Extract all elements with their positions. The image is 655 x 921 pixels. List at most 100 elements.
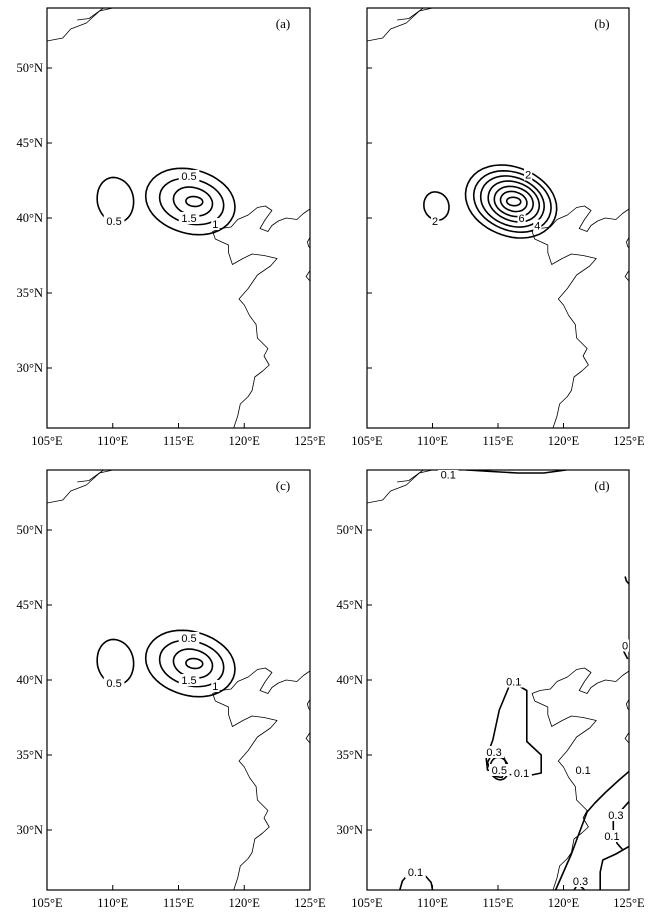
coastline-mainland [212, 667, 310, 890]
y-tick-label: 50°N [16, 523, 43, 537]
coastline-mainland [531, 667, 629, 890]
coastline-nw_inner [77, 8, 104, 21]
coastline-nw_border [367, 8, 433, 42]
contour-label: 1 [212, 219, 218, 231]
contour-label: 0.5 [181, 633, 196, 645]
y-tick-label: 45°N [16, 136, 43, 150]
coastline-nw_border [367, 470, 433, 504]
coastline-nw_border [47, 8, 113, 42]
map-frame [366, 7, 630, 429]
contour-label-bg [103, 677, 125, 689]
contour-label: 0.3 [608, 810, 623, 822]
x-tick-label: 125°E [613, 434, 645, 448]
y-tick-label: 30°N [16, 361, 43, 375]
contour-line [158, 177, 225, 226]
contour-label: 0.5 [106, 678, 121, 690]
contour-label-bg [572, 764, 594, 776]
contour-line [144, 167, 236, 236]
x-tick-label: 110°E [417, 896, 448, 910]
coastline [367, 8, 629, 428]
contour-label: 0.1 [506, 677, 521, 689]
x-tick-label: 115°E [483, 434, 514, 448]
x-tick-label: 110°E [97, 434, 128, 448]
x-tick-label: 115°E [163, 896, 194, 910]
contour-label: 2 [432, 216, 438, 228]
coastline [367, 470, 629, 890]
map-panel-d: 0.1 0.1 0.3 0.5 0.1 0.1 0.3 0.1 0.3 0.1 0 (d) 105°E 1… [336, 469, 645, 910]
coastline [47, 8, 310, 428]
contour-label-bg [437, 470, 459, 481]
contour-label: 0.5 [181, 171, 196, 183]
contour-label-bg [431, 215, 440, 227]
contour-line [599, 845, 629, 890]
contour-label-bg [503, 675, 525, 688]
coastline-mainland [212, 205, 310, 428]
y-tick-label: 35°N [16, 286, 43, 300]
coastline-nw_inner [397, 470, 424, 483]
x-tick-label: 110°E [97, 896, 128, 910]
contour-label-bg [620, 639, 629, 652]
contour-label-bg [178, 212, 200, 224]
contour-label-bg [601, 830, 623, 842]
y-tick-label: 35°N [16, 748, 43, 762]
contour-line [505, 196, 522, 207]
contour-line [172, 186, 214, 217]
x-tick-label: 115°E [163, 434, 194, 448]
contour-label: 2 [525, 170, 531, 182]
map-content: 0.5 1.5 1 0.5 [47, 8, 310, 428]
coastline-nw_border [47, 470, 113, 504]
x-tick-label: 110°E [417, 434, 448, 448]
y-tick-label: 45°N [16, 598, 43, 612]
y-tick-label: 40°N [16, 673, 43, 687]
panel-label: (a) [276, 16, 290, 31]
coastline-korea2 [624, 732, 629, 744]
y-tick-label: 30°N [16, 823, 43, 837]
contour-label-bg [489, 764, 510, 776]
map-frame [366, 469, 630, 891]
contour-label-bg [517, 212, 526, 224]
contour-line [554, 770, 629, 890]
contour-label: 6 [519, 213, 525, 225]
contour-line [172, 648, 214, 679]
x-tick-label: 120°E [548, 896, 580, 910]
x-tick-label: 105°E [31, 896, 63, 910]
contour-line [472, 170, 552, 233]
contour-label-bg [570, 875, 591, 887]
y-tick-label: 50°N [336, 523, 363, 537]
contour-line [464, 164, 558, 239]
map-content: 0.1 0.1 0.3 0.5 0.1 0.1 0.3 0.1 0.3 0.1 0 [367, 470, 629, 890]
contour-label-bg [178, 674, 200, 686]
contour-label-bg [178, 632, 200, 644]
map-panel-b: 2 64 2 (b) 105°E 110°E 115°E 120°E 125°E [351, 7, 645, 448]
map-content: 0.5 1.5 1 0.5 [47, 470, 310, 890]
contour-label: 1.5 [181, 675, 196, 687]
y-tick-label: 30°N [336, 823, 363, 837]
contour-label-bg [605, 809, 627, 821]
contour-label-bg [533, 219, 542, 232]
panel-label: (b) [594, 16, 609, 31]
coastline-korea [626, 237, 629, 249]
x-tick-label: 105°E [351, 896, 383, 910]
map-panel-a: 0.5 1.5 1 0.5 (a) 105°E 110°E 115°E 120°E 125°E 30… [16, 7, 326, 448]
panel-label: (c) [276, 478, 290, 493]
contour-label: 0.3 [573, 876, 588, 888]
contour-label: 0.5 [106, 216, 121, 228]
map-frame [46, 7, 311, 429]
x-tick-label: 125°E [294, 896, 326, 910]
contour-label: 1 [212, 681, 218, 693]
coastline-mainland [531, 205, 629, 428]
contour-line [185, 657, 204, 670]
contour-label-bg [211, 680, 220, 692]
contour-line [185, 195, 204, 208]
y-tick-label: 40°N [16, 211, 43, 225]
panel-label: (d) [594, 478, 609, 493]
contour-line [479, 175, 545, 228]
contour-label-bg [511, 767, 532, 779]
coastline-nw_inner [397, 8, 424, 21]
contour-label: 0.3 [486, 747, 501, 759]
x-tick-label: 115°E [483, 896, 514, 910]
contour-label-bg [211, 218, 220, 230]
coastline [47, 470, 310, 890]
contour-line [158, 639, 225, 688]
contour-label-bg [483, 746, 505, 758]
